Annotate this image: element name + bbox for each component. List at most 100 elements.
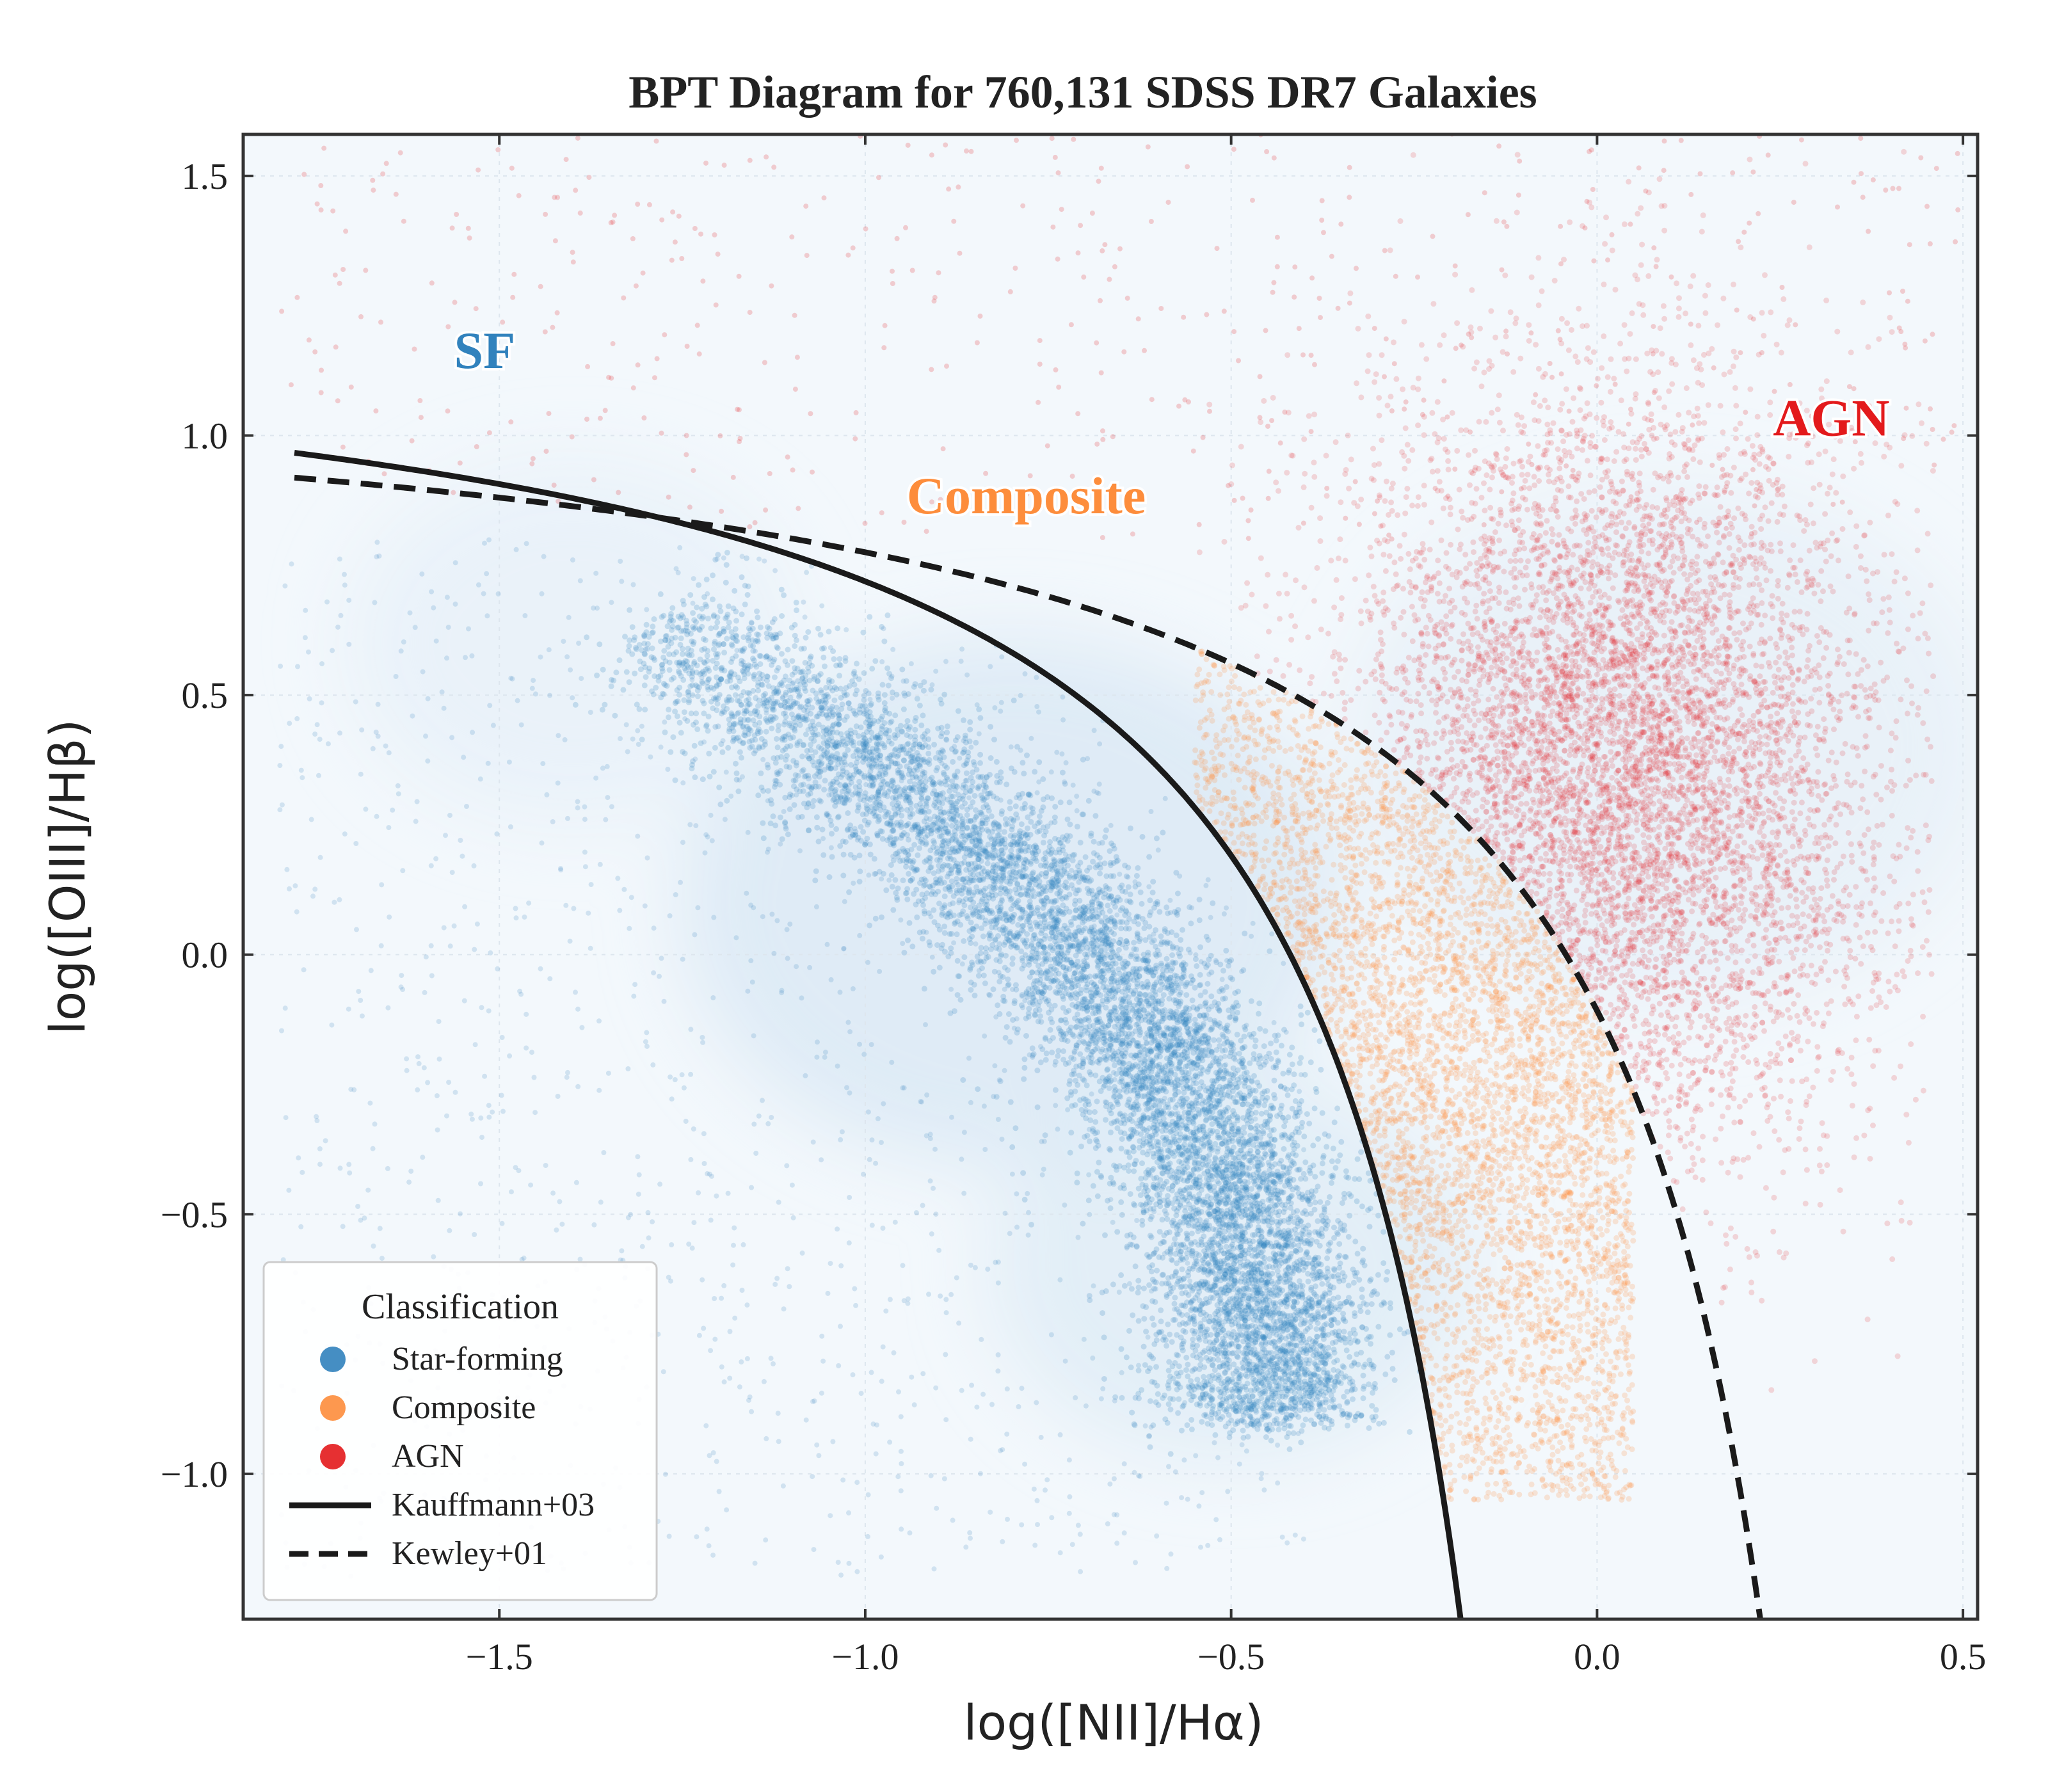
- data-point: [716, 784, 723, 790]
- data-point: [763, 728, 769, 735]
- data-point: [1004, 781, 1010, 788]
- data-point: [884, 793, 891, 799]
- data-point: [884, 781, 891, 787]
- data-point: [1235, 1408, 1242, 1414]
- data-point: [1277, 1275, 1283, 1281]
- data-point: [1021, 771, 1027, 777]
- data-point: [1329, 1340, 1336, 1346]
- data-point: [899, 666, 906, 673]
- data-point: [1211, 1037, 1217, 1043]
- data-point: [1192, 1256, 1199, 1262]
- data-point: [714, 619, 721, 625]
- data-point: [770, 813, 776, 819]
- data-point: [690, 610, 696, 616]
- data-point: [1396, 1326, 1403, 1332]
- data-point: [889, 883, 895, 890]
- data-point: [945, 855, 951, 861]
- data-point: [1274, 1268, 1281, 1274]
- data-point: [1310, 1142, 1316, 1149]
- data-point: [1117, 1040, 1124, 1046]
- data-point: [1011, 998, 1018, 1004]
- data-point: [950, 793, 956, 799]
- data-point: [1208, 1416, 1214, 1422]
- data-point: [1147, 1444, 1153, 1450]
- data-point: [650, 623, 656, 630]
- data-point: [1279, 1134, 1285, 1140]
- data-point: [1368, 1301, 1375, 1308]
- data-point: [1315, 1377, 1321, 1384]
- data-point: [1258, 1293, 1264, 1299]
- data-point: [1299, 1283, 1306, 1289]
- data-point: [740, 634, 747, 641]
- data-point: [914, 914, 920, 920]
- data-point: [1068, 932, 1075, 939]
- data-point: [1194, 1007, 1200, 1012]
- data-point: [1164, 1343, 1170, 1349]
- data-point: [822, 778, 828, 784]
- data-point: [1150, 1124, 1156, 1131]
- data-point: [726, 694, 732, 700]
- data-point: [1000, 974, 1006, 980]
- data-point: [980, 972, 987, 979]
- data-point: [840, 872, 847, 879]
- data-point: [882, 692, 888, 698]
- data-point: [1135, 1290, 1141, 1296]
- data-point: [1240, 1427, 1246, 1434]
- data-point: [1376, 1421, 1382, 1427]
- data-point: [1359, 1286, 1365, 1293]
- data-point: [1077, 860, 1084, 866]
- data-point: [1127, 1066, 1133, 1073]
- data-point: [700, 636, 707, 642]
- data-point: [1273, 1037, 1279, 1044]
- data-point: [822, 663, 828, 669]
- data-point: [843, 797, 849, 803]
- data-point: [1012, 803, 1019, 810]
- data-point: [1139, 834, 1146, 840]
- data-point: [803, 688, 809, 694]
- data-point: [1375, 1212, 1381, 1219]
- data-point: [1334, 1373, 1341, 1380]
- data-point: [943, 781, 949, 788]
- data-point: [829, 854, 835, 860]
- data-point: [998, 953, 1004, 959]
- data-point: [1380, 1229, 1387, 1235]
- data-point: [719, 749, 726, 755]
- data-point: [1137, 889, 1144, 895]
- data-point: [1153, 963, 1160, 969]
- data-point: [1160, 1016, 1166, 1022]
- data-point: [888, 872, 895, 878]
- data-point: [1334, 1105, 1341, 1112]
- data-point: [1090, 858, 1096, 865]
- data-point: [861, 670, 867, 676]
- data-point: [1043, 1050, 1050, 1057]
- data-point: [612, 712, 618, 719]
- data-point: [661, 648, 668, 654]
- data-point: [1364, 1309, 1371, 1315]
- data-point: [900, 706, 907, 712]
- data-point: [1020, 760, 1026, 766]
- data-point: [1194, 1354, 1200, 1361]
- data-point: [643, 621, 650, 628]
- data-point: [1127, 825, 1133, 831]
- data-point: [977, 751, 984, 758]
- data-point: [819, 707, 825, 714]
- data-point: [1119, 1212, 1125, 1218]
- data-point: [947, 913, 954, 920]
- data-point: [925, 750, 932, 756]
- data-point: [1197, 972, 1203, 978]
- data-point: [1218, 1114, 1224, 1121]
- data-point: [1129, 1031, 1135, 1037]
- data-point: [1158, 961, 1164, 966]
- data-point: [982, 849, 988, 855]
- data-point: [1151, 1279, 1158, 1285]
- data-point: [792, 728, 798, 734]
- data-point: [1333, 1332, 1340, 1338]
- data-point: [1202, 989, 1208, 995]
- data-point: [1334, 1158, 1341, 1164]
- data-point: [1167, 1160, 1173, 1167]
- data-point: [1002, 927, 1008, 933]
- data-point: [1214, 1260, 1220, 1267]
- data-point: [916, 845, 922, 851]
- data-point: [821, 645, 827, 652]
